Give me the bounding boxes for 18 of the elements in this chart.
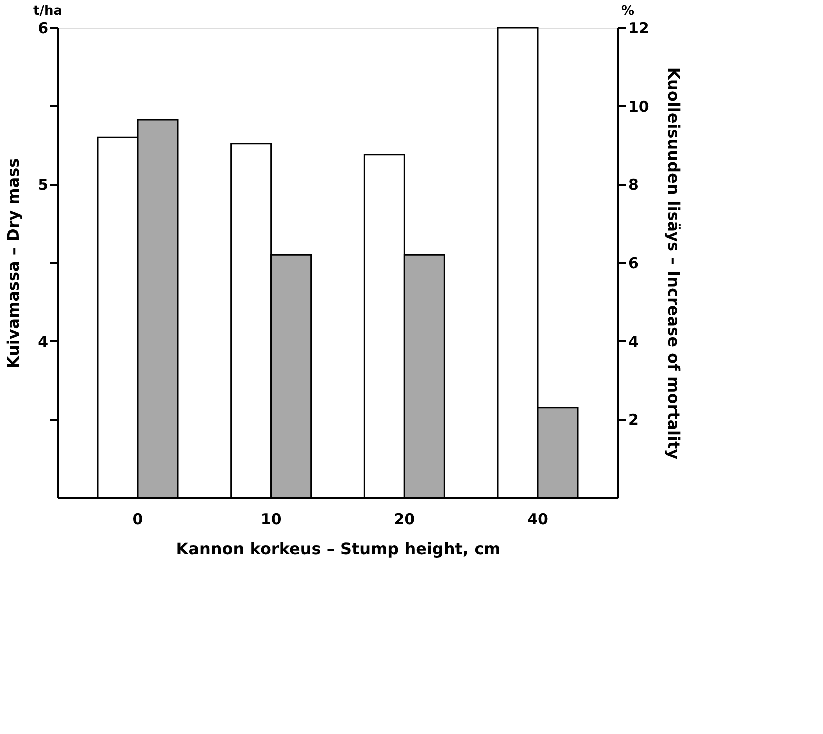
y-tick-label: 4 (38, 332, 48, 351)
x-tick-label: 10 (260, 510, 282, 528)
y2-tick-label: 4 (628, 332, 639, 351)
y2-tick-label: 8 (628, 176, 639, 194)
y2-tick-label: 6 (628, 254, 639, 272)
x-tick-label: 40 (528, 510, 548, 528)
y-tick-label: 5 (38, 176, 48, 194)
y-axis-title: Kuivamassa – Dry mass (4, 158, 24, 369)
x-tick-label: 20 (394, 510, 416, 528)
y2-tick-label: 12 (628, 20, 650, 38)
y-tick-label: 6 (38, 20, 48, 38)
y2-tick-label: 10 (628, 98, 650, 116)
text: t/ha (34, 4, 62, 19)
y2-axis-title: Kuolleisuuden lisäys – Increase of mortality (664, 67, 684, 460)
x-tick-label: 0 (132, 510, 144, 528)
x-axis-title: Kannon korkeus – Stump height, cm (176, 540, 501, 558)
y2-tick-label: 2 (628, 411, 639, 430)
text: % (621, 4, 635, 19)
